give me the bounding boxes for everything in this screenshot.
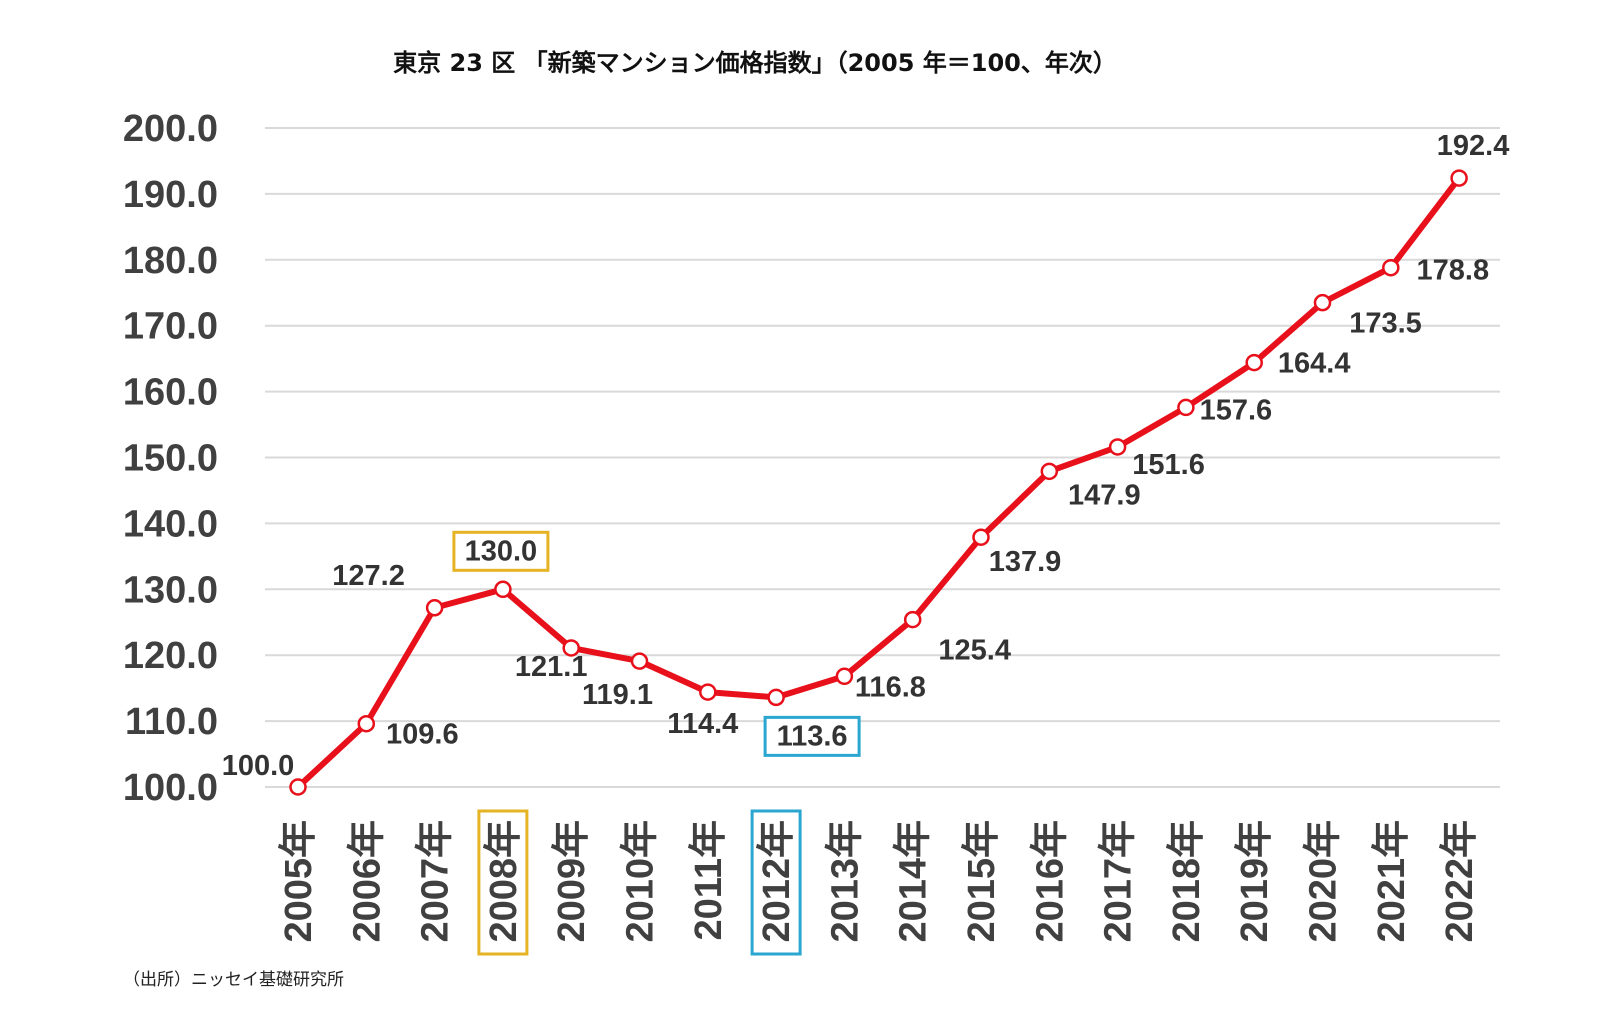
x-tick-label: 2022年	[1439, 820, 1481, 943]
highlight-box-category	[750, 809, 802, 956]
data-point	[357, 714, 376, 733]
data-point	[767, 688, 785, 707]
x-tick-label: 2010年	[620, 820, 662, 943]
data-point	[289, 778, 307, 796]
data-label: 119.1	[582, 679, 653, 711]
x-tick-label: 2009年	[551, 820, 593, 943]
y-tick-label: 190.0	[123, 174, 218, 216]
x-tick-label: 2020年	[1303, 820, 1345, 943]
x-tick-label: 2013年	[824, 820, 866, 943]
series-line-layer	[295, 175, 1463, 790]
data-label: 173.5	[1349, 308, 1422, 340]
data-label: 116.8	[855, 671, 926, 703]
data-point	[1450, 169, 1468, 187]
y-tick-label: 100.0	[123, 767, 218, 809]
data-point	[1313, 293, 1332, 312]
data-label: 114.4	[667, 708, 738, 740]
data-label: 121.1	[515, 651, 588, 683]
x-tick-label: 2008年	[483, 820, 525, 943]
y-tick-label: 110.0	[125, 701, 218, 743]
x-tick-label: 2017年	[1098, 820, 1140, 943]
data-label: 130.0	[465, 535, 538, 567]
highlight-box-category	[477, 809, 529, 956]
chart-title: 東京 23 区 「新築マンション価格指数」（2005 年＝100、年次）	[393, 49, 1117, 77]
data-label: 125.4	[938, 635, 1011, 667]
highlight-box-value	[452, 530, 550, 572]
y-tick-label: 170.0	[123, 306, 218, 348]
data-label: 178.8	[1417, 255, 1490, 287]
data-label: 157.6	[1200, 394, 1273, 426]
data-point	[425, 599, 444, 617]
y-axis-ticks: 100.0 110.0 120.0 130.0 140.0 150.0 160.0 170.0…	[123, 108, 218, 809]
y-tick-label: 120.0	[123, 635, 218, 677]
highlight-box-value	[763, 715, 861, 757]
x-tick-label: 2005年	[278, 820, 320, 943]
data-point	[1040, 462, 1059, 481]
x-tick-label: 2012年	[756, 820, 798, 943]
x-tick-label: 2016年	[1029, 820, 1071, 943]
x-tick-label: 2007年	[415, 820, 457, 943]
data-label: 164.4	[1278, 348, 1351, 380]
data-point	[903, 610, 922, 629]
data-points	[289, 169, 1468, 796]
data-label: 127.2	[332, 560, 405, 592]
x-axis-ticks: 2005年 2006年 2007年 2008年 2009年 2010年 2011年 2012年…	[278, 820, 1481, 943]
source-note: （出所）ニッセイ基礎研究所	[123, 970, 344, 990]
x-tick-label: 2011年	[688, 820, 730, 940]
data-point	[630, 652, 649, 670]
data-point	[494, 580, 512, 599]
highlight-boxes	[477, 809, 802, 956]
data-label: 147.9	[1068, 479, 1141, 511]
y-tick-label: 130.0	[123, 569, 218, 611]
data-label: 192.4	[1437, 130, 1510, 162]
data-label: 100.0	[222, 750, 295, 782]
data-label: 109.6	[386, 719, 459, 751]
x-tick-label: 2021年	[1371, 820, 1413, 943]
x-tick-label: 2018年	[1166, 820, 1208, 943]
data-point	[972, 528, 990, 546]
y-tick-label: 150.0	[123, 438, 218, 480]
x-tick-label: 2006年	[346, 820, 388, 943]
data-point	[1108, 438, 1127, 456]
x-tick-label: 2014年	[893, 820, 935, 943]
data-point	[1382, 258, 1400, 277]
data-point	[699, 683, 717, 701]
data-point	[1177, 398, 1195, 417]
y-tick-label: 160.0	[123, 372, 218, 414]
data-label: 113.6	[777, 720, 848, 752]
series-line	[295, 175, 1463, 790]
data-label: 151.6	[1132, 449, 1205, 481]
x-tick-label: 2019年	[1234, 820, 1276, 943]
y-tick-label: 200.0	[123, 108, 218, 150]
data-point	[1245, 353, 1263, 372]
y-tick-label: 180.0	[123, 240, 218, 282]
y-tick-label: 140.0	[123, 503, 218, 545]
gridlines	[265, 127, 1500, 788]
data-point	[562, 639, 580, 657]
data-label: 137.9	[989, 546, 1062, 578]
data-point	[835, 667, 854, 686]
x-tick-label: 2015年	[961, 820, 1003, 943]
